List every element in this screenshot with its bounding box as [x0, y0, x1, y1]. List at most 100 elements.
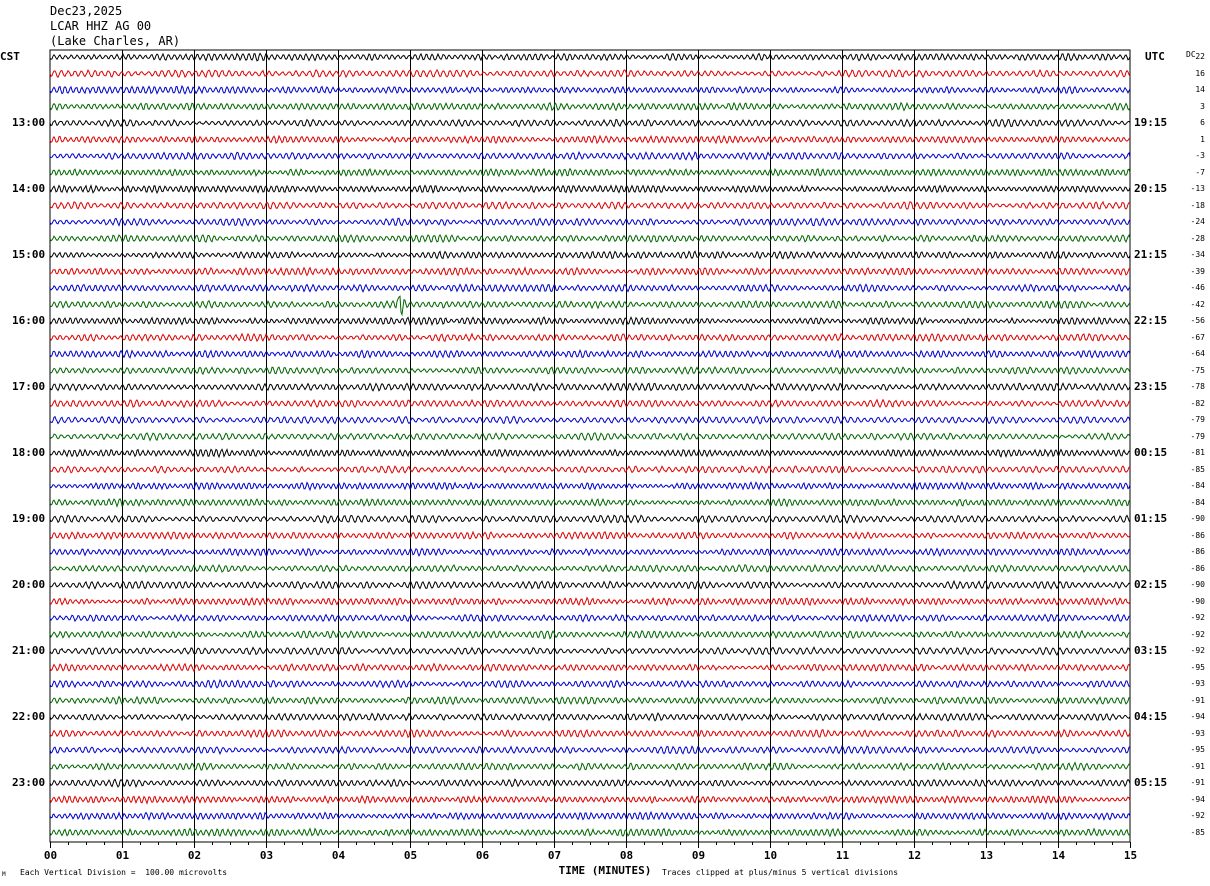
- seismic-trace: [49, 678, 1131, 689]
- utc-hour-label: 01:15: [1134, 512, 1168, 525]
- seismic-trace: [49, 265, 1131, 277]
- seismic-trace: [49, 448, 1131, 459]
- seismic-trace: [49, 200, 1131, 210]
- cst-hour-label: 15:00: [12, 248, 46, 261]
- utc-hour-label: 00:15: [1134, 446, 1168, 459]
- left-axis-title: CST: [0, 50, 20, 63]
- dc-offset-label: -39: [1190, 266, 1205, 276]
- dc-offset-label: -64: [1190, 349, 1205, 358]
- dc-offset-label: 16: [1195, 68, 1205, 78]
- dc-offset-label: -86: [1190, 547, 1205, 556]
- dc-offset-label: -28: [1190, 233, 1205, 243]
- x-tick-label: 14: [1052, 849, 1066, 862]
- dc-offset-label: 6: [1200, 118, 1205, 127]
- footer-clip-note: Traces clipped at plus/minus 5 vertical …: [662, 868, 899, 877]
- dc-offset-label: 3: [1200, 101, 1205, 111]
- cst-hour-label: 17:00: [12, 380, 46, 393]
- seismic-trace: [49, 728, 1131, 739]
- x-tick-label: 05: [404, 849, 417, 862]
- seismic-trace: [49, 646, 1131, 656]
- utc-hour-label: 05:15: [1134, 776, 1168, 789]
- dc-offset-label: -24: [1190, 217, 1205, 226]
- dc-offset-label: -34: [1190, 250, 1205, 259]
- cst-hour-label: 13:00: [12, 116, 46, 129]
- dc-offset-label: -81: [1190, 448, 1205, 457]
- right-axis-title: UTC: [1145, 50, 1165, 63]
- dc-title: DC: [1186, 50, 1196, 59]
- seismic-trace: [49, 778, 1131, 788]
- dc-offset-label: -78: [1190, 382, 1205, 391]
- dc-offset-label: -75: [1190, 365, 1205, 375]
- seismic-trace: [49, 150, 1131, 162]
- seismic-trace: [49, 481, 1131, 492]
- dc-offset-label: -42: [1190, 299, 1205, 309]
- x-tick-label: 07: [548, 849, 561, 862]
- dc-offset-label: -7: [1195, 167, 1205, 177]
- seismic-trace: [49, 547, 1131, 558]
- seismic-trace: [49, 613, 1131, 623]
- utc-hour-label: 22:15: [1134, 314, 1168, 327]
- seismic-trace: [49, 68, 1131, 79]
- dc-offset-label: -84: [1190, 481, 1205, 490]
- cst-hour-label: 22:00: [12, 710, 46, 723]
- seismic-trace: [49, 745, 1131, 755]
- seismic-trace: [49, 810, 1131, 822]
- dc-offset-label: -92: [1190, 646, 1205, 655]
- seismic-trace: [49, 415, 1131, 425]
- seismic-trace: [49, 348, 1131, 359]
- cst-hour-label: 20:00: [12, 578, 46, 591]
- seismic-trace: [49, 761, 1131, 772]
- utc-hour-label: 03:15: [1134, 644, 1168, 657]
- x-tick-label: 09: [692, 849, 705, 862]
- seismic-trace: [49, 101, 1131, 112]
- dc-offset-label: -95: [1190, 745, 1205, 754]
- utc-hour-label: 21:15: [1134, 248, 1168, 261]
- header-date: Dec23,2025: [50, 4, 123, 18]
- dc-offset-label: 22: [1195, 52, 1205, 61]
- cst-hour-label: 19:00: [12, 512, 46, 525]
- x-tick-label: 04: [332, 849, 346, 862]
- x-tick-label: 06: [476, 849, 490, 862]
- seismic-trace: [49, 217, 1131, 227]
- dc-offset-label: -90: [1190, 514, 1205, 523]
- x-tick-label: 11: [836, 849, 850, 862]
- seismic-trace: [49, 52, 1131, 62]
- x-tick-label: 15: [1124, 849, 1137, 862]
- dc-offset-label: -94: [1190, 794, 1205, 804]
- dc-offset-label: 14: [1195, 85, 1205, 94]
- cst-hour-label: 18:00: [12, 446, 46, 459]
- dc-offset-label: -90: [1190, 580, 1205, 589]
- dc-offset-label: -13: [1190, 184, 1205, 193]
- dc-offset-label: -95: [1190, 662, 1205, 672]
- seismic-trace: [49, 167, 1131, 178]
- x-tick-label: 02: [188, 849, 201, 862]
- seismic-trace: [49, 250, 1131, 260]
- seismic-trace: [49, 579, 1131, 590]
- seismic-trace: [49, 183, 1131, 195]
- utc-hour-label: 04:15: [1134, 710, 1168, 723]
- seismic-trace: [49, 84, 1131, 95]
- dc-offset-label: -91: [1190, 761, 1205, 771]
- seismic-trace: [49, 233, 1131, 244]
- x-tick-label: 13: [980, 849, 993, 862]
- x-tick-label: 00: [44, 849, 57, 862]
- dc-offset-label: -91: [1190, 778, 1205, 787]
- utc-hour-label: 20:15: [1134, 182, 1168, 195]
- dc-offset-label: -85: [1190, 464, 1205, 474]
- seismic-trace: [49, 712, 1131, 722]
- seismic-trace: [49, 316, 1131, 327]
- header-location: (Lake Charles, AR): [50, 34, 181, 48]
- dc-offset-label: -92: [1190, 629, 1205, 639]
- seismic-trace: [49, 794, 1131, 805]
- utc-hour-label: 02:15: [1134, 578, 1168, 591]
- dc-offset-label: -84: [1190, 497, 1205, 507]
- dc-offset-label: -3: [1195, 151, 1205, 160]
- seismic-trace: [49, 662, 1131, 673]
- seismic-trace: [49, 365, 1131, 376]
- seismic-trace: [49, 332, 1131, 343]
- footer-corner-mark: M: [2, 871, 6, 878]
- seismic-trace: [49, 563, 1131, 573]
- dc-offset-label: -46: [1190, 283, 1205, 292]
- seismic-trace: [49, 134, 1131, 145]
